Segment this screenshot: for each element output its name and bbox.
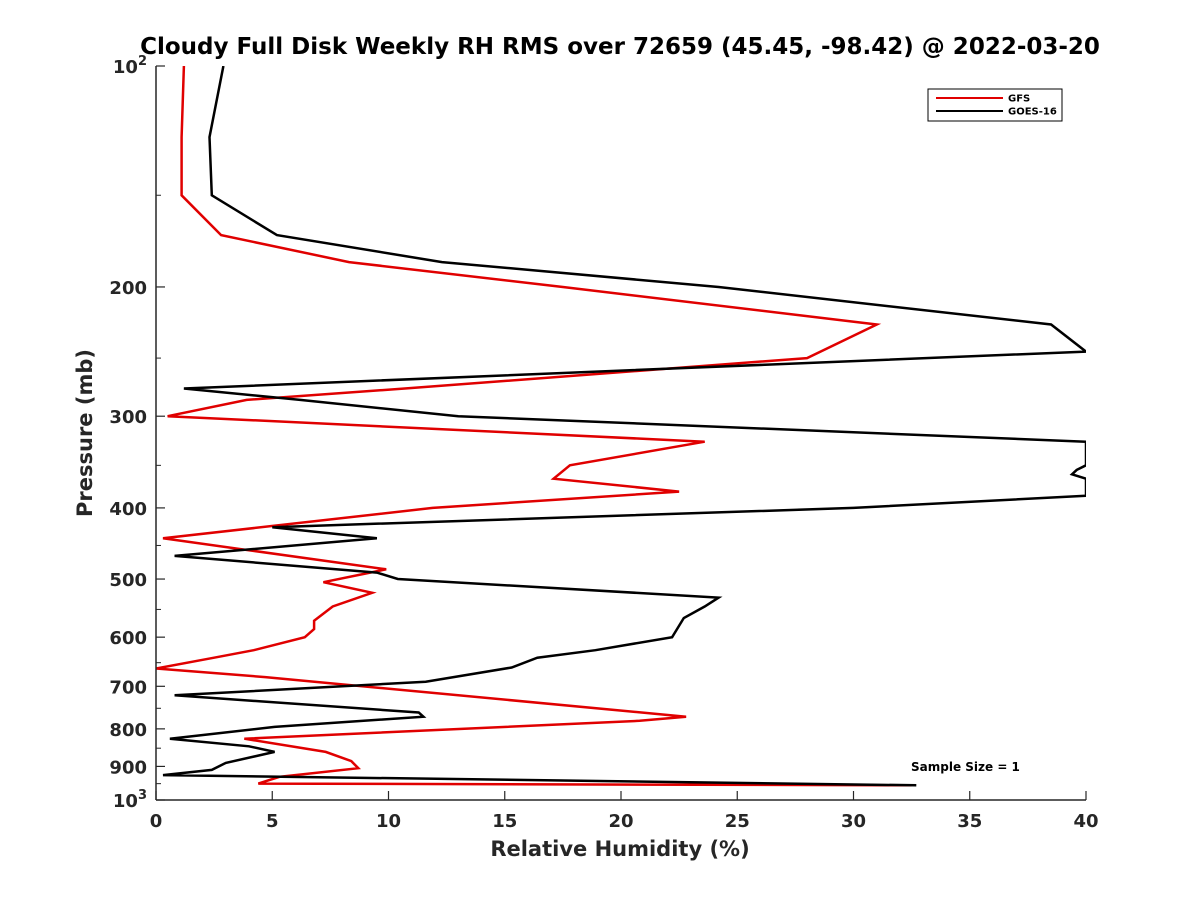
axes-layer: 0 5 10 15 20 25 30 35 40 102 200 300 400 500 600 700 800… (109, 54, 1098, 832)
y-tick-label: 102 (113, 54, 147, 78)
legend: GFS GOES-16 (927, 88, 1063, 122)
plot-background (156, 66, 1086, 800)
x-tick-label: 40 (1073, 811, 1098, 832)
x-tick-label: 0 (150, 811, 163, 832)
x-tick-label: 15 (492, 811, 517, 832)
y-tick-label: 400 (109, 499, 147, 520)
x-tick-label: 5 (266, 811, 279, 832)
y-tick-label: 700 (109, 677, 147, 698)
y-tick-label: 500 (109, 570, 147, 591)
x-tick-label: 10 (376, 811, 401, 832)
chart-title: Cloudy Full Disk Weekly RH RMS over 7265… (140, 34, 1100, 60)
x-tick-label: 25 (725, 811, 750, 832)
x-tick-label: 20 (608, 811, 633, 832)
y-tick-label: 600 (109, 628, 147, 649)
series-line-gfs (156, 66, 912, 787)
series-line-goes16 (162, 66, 1086, 787)
sample-size-annotation: Sample Size = 1 (911, 760, 1020, 774)
x-tick-label: 30 (841, 811, 866, 832)
plot-area (156, 66, 1086, 800)
y-axis-label: Pressure (mb) (73, 349, 97, 517)
y-tick-label: 300 (109, 407, 147, 428)
legend-label-gfs: GFS (1008, 94, 1030, 105)
y-tick-label: 103 (113, 788, 147, 812)
y-tick-label: 900 (109, 757, 147, 778)
y-tick-label: 800 (109, 720, 147, 741)
series-layer (156, 66, 1086, 787)
x-tick-label: 35 (957, 811, 982, 832)
legend-box (927, 88, 1063, 122)
y-tick-label: 200 (109, 278, 147, 299)
x-axis-label: Relative Humidity (%) (490, 837, 749, 861)
legend-label-goes16: GOES-16 (1008, 107, 1057, 118)
